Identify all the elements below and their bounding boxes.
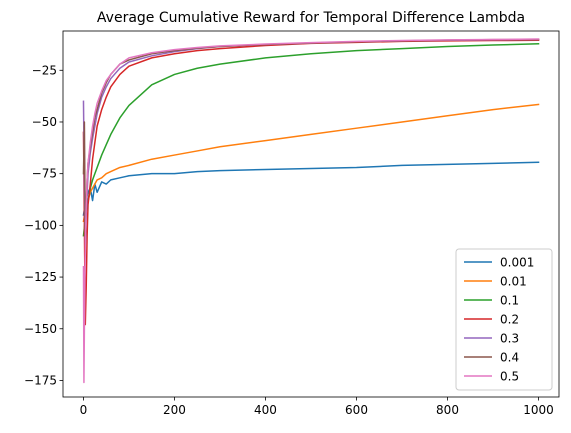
y-tick-label-3: −100	[24, 218, 57, 232]
chart-title: Average Cumulative Reward for Temporal D…	[97, 10, 525, 26]
y-axis: −175 −150 −125 −100 −75 −50 −25	[24, 63, 63, 387]
x-tick-label-2: 400	[254, 403, 277, 417]
legend-label-6: 0.5	[500, 370, 519, 384]
legend-label-0: 0.001	[500, 256, 534, 270]
series-line-6	[82, 38, 540, 384]
y-tick-label-1: −150	[24, 322, 57, 336]
x-tick-label-4: 800	[436, 403, 459, 417]
series-line-5	[82, 38, 540, 237]
x-tick-label-1: 200	[163, 403, 186, 417]
legend-label-4: 0.3	[500, 332, 519, 346]
legend: 0.001 0.01 0.1 0.2 0.3 0.4 0.5	[455, 248, 553, 391]
series-line-0	[82, 161, 540, 216]
x-tick-label-5: 1000	[523, 403, 554, 417]
x-axis: 0 200 400 600 800 1000	[80, 397, 554, 417]
legend-label-2: 0.1	[500, 294, 519, 308]
y-tick-label-2: −125	[24, 270, 57, 284]
x-tick-label-0: 0	[80, 403, 88, 417]
y-tick-label-0: −175	[24, 373, 57, 387]
y-tick-label-4: −75	[32, 167, 57, 181]
legend-label-5: 0.4	[500, 351, 519, 365]
legend-box	[455, 248, 553, 391]
x-tick-label-3: 600	[345, 403, 368, 417]
series-line-2	[82, 43, 540, 237]
legend-label-1: 0.01	[500, 275, 527, 289]
series-line-1	[82, 103, 540, 223]
y-tick-label-5: −50	[32, 115, 57, 129]
y-tick-label-6: −25	[32, 63, 57, 77]
legend-label-3: 0.2	[500, 313, 519, 327]
series-line-4	[82, 38, 540, 247]
plot-area	[62, 30, 560, 398]
plot-frame	[62, 30, 560, 398]
